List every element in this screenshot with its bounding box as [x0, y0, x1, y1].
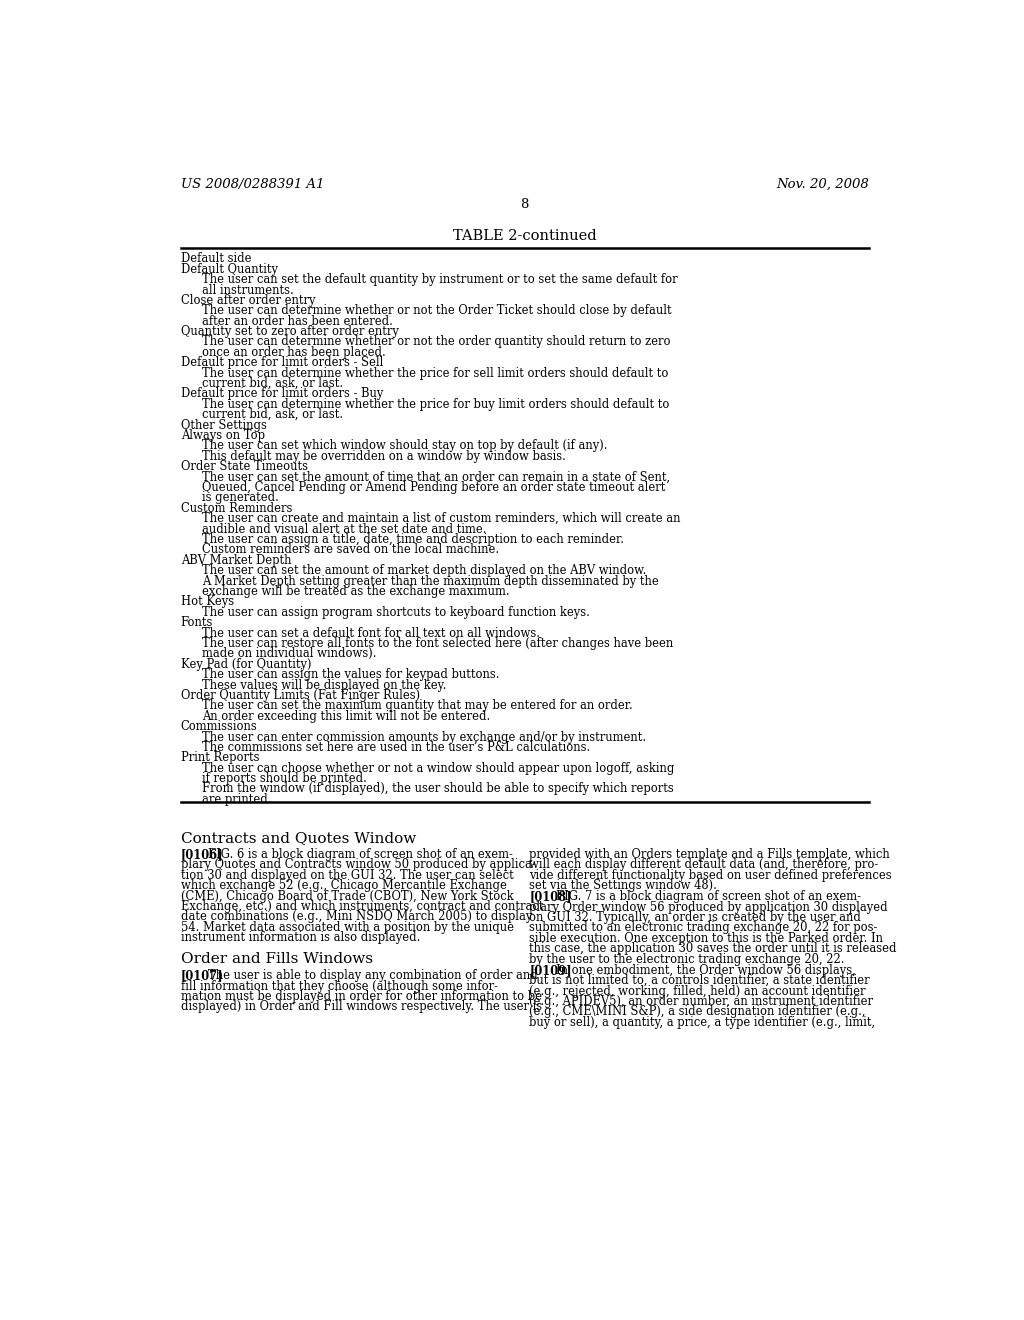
Text: plary Order window 56 produced by application 30 displayed: plary Order window 56 produced by applic… [529, 900, 888, 913]
Text: TABLE 2-continued: TABLE 2-continued [453, 230, 597, 243]
Text: An order exceeding this limit will not be entered.: An order exceeding this limit will not b… [202, 710, 489, 723]
Text: exchange will be treated as the exchange maximum.: exchange will be treated as the exchange… [202, 585, 509, 598]
Text: instrument information is also displayed.: instrument information is also displayed… [180, 931, 420, 944]
Text: are printed.: are printed. [202, 793, 271, 807]
Text: Default price for limit orders - Sell: Default price for limit orders - Sell [180, 356, 383, 370]
Text: after an order has been entered.: after an order has been entered. [202, 314, 392, 327]
Text: Order and Fills Windows: Order and Fills Windows [180, 952, 373, 966]
Text: The user can restore all fonts to the font selected here (after changes have bee: The user can restore all fonts to the fo… [202, 638, 673, 649]
Text: The user can assign a title, date, time and description to each reminder.: The user can assign a title, date, time … [202, 533, 624, 546]
Text: set via the Settings window 48).: set via the Settings window 48). [529, 879, 718, 892]
Text: The user can choose whether or not a window should appear upon logoff, asking: The user can choose whether or not a win… [202, 762, 674, 775]
Text: Custom reminders are saved on the local machine.: Custom reminders are saved on the local … [202, 544, 499, 557]
Text: plary Quotes and Contracts window 50 produced by applica-: plary Quotes and Contracts window 50 pro… [180, 858, 536, 871]
Text: on GUI 32. Typically, an order is created by the user and: on GUI 32. Typically, an order is create… [529, 911, 861, 924]
Text: The user can set a default font for all text on all windows.: The user can set a default font for all … [202, 627, 540, 640]
Text: The user can set the maximum quantity that may be entered for an order.: The user can set the maximum quantity th… [202, 700, 633, 713]
Text: current bid, ask, or last.: current bid, ask, or last. [202, 378, 343, 391]
Text: if reports should be printed.: if reports should be printed. [202, 772, 367, 785]
Text: This default may be overridden on a window by window basis.: This default may be overridden on a wind… [202, 450, 565, 463]
Text: [0109]: [0109] [529, 964, 572, 977]
Text: Close after order entry: Close after order entry [180, 294, 315, 308]
Text: Custom Reminders: Custom Reminders [180, 502, 292, 515]
Text: fill information that they choose (although some infor-: fill information that they choose (altho… [180, 979, 498, 993]
Text: The user can determine whether the price for buy limit orders should default to: The user can determine whether the price… [202, 397, 669, 411]
Text: Key Pad (for Quantity): Key Pad (for Quantity) [180, 657, 311, 671]
Text: [0107]: [0107] [180, 969, 223, 982]
Text: Quantity set to zero after order entry: Quantity set to zero after order entry [180, 325, 398, 338]
Text: but is not limited to, a controls identifier, a state identifier: but is not limited to, a controls identi… [529, 974, 870, 987]
Text: made on individual windows).: made on individual windows). [202, 647, 376, 660]
Text: by the user to the electronic trading exchange 20, 22.: by the user to the electronic trading ex… [529, 953, 845, 966]
Text: The commissions set here are used in the user’s P&L calculations.: The commissions set here are used in the… [202, 741, 590, 754]
Text: date combinations (e.g., Mini NSDQ March 2005) to display: date combinations (e.g., Mini NSDQ March… [180, 911, 532, 923]
Text: The user is able to display any combination of order and: The user is able to display any combinat… [208, 969, 538, 982]
Text: Contracts and Quotes Window: Contracts and Quotes Window [180, 832, 416, 845]
Text: Hot Keys: Hot Keys [180, 595, 233, 609]
Text: Order Quantity Limits (Fat Finger Rules): Order Quantity Limits (Fat Finger Rules) [180, 689, 420, 702]
Text: provided with an Orders template and a Fills template, which: provided with an Orders template and a F… [529, 847, 890, 861]
Text: (e.g., APIDEV5), an order number, an instrument identifier: (e.g., APIDEV5), an order number, an ins… [529, 995, 873, 1008]
Text: FIG. 7 is a block diagram of screen shot of an exem-: FIG. 7 is a block diagram of screen shot… [556, 890, 861, 903]
Text: Commissions: Commissions [180, 721, 257, 733]
Text: In one embodiment, the Order window 56 displays,: In one embodiment, the Order window 56 d… [556, 964, 856, 977]
Text: Other Settings: Other Settings [180, 418, 266, 432]
Text: 54. Market data associated with a position by the unique: 54. Market data associated with a positi… [180, 921, 514, 933]
Text: FIG. 6 is a block diagram of screen shot of an exem-: FIG. 6 is a block diagram of screen shot… [208, 847, 513, 861]
Text: The user can set the default quantity by instrument or to set the same default f: The user can set the default quantity by… [202, 273, 677, 286]
Text: will each display different default data (and, therefore, pro-: will each display different default data… [529, 858, 879, 871]
Text: Nov. 20, 2008: Nov. 20, 2008 [776, 178, 869, 190]
Text: [0106]: [0106] [180, 847, 223, 861]
Text: The user can enter commission amounts by exchange and/or by instrument.: The user can enter commission amounts by… [202, 730, 646, 743]
Text: 8: 8 [520, 198, 529, 211]
Text: Fonts: Fonts [180, 616, 213, 630]
Text: audible and visual alert at the set date and time.: audible and visual alert at the set date… [202, 523, 486, 536]
Text: this case, the application 30 saves the order until it is released: this case, the application 30 saves the … [529, 942, 897, 956]
Text: (CME), Chicago Board of Trade (CBOT), New York Stock: (CME), Chicago Board of Trade (CBOT), Ne… [180, 890, 513, 903]
Text: The user can determine whether or not the Order Ticket should close by default: The user can determine whether or not th… [202, 305, 672, 317]
Text: submitted to an electronic trading exchange 20, 22 for pos-: submitted to an electronic trading excha… [529, 921, 878, 935]
Text: The user can assign program shortcuts to keyboard function keys.: The user can assign program shortcuts to… [202, 606, 590, 619]
Text: is generated.: is generated. [202, 491, 279, 504]
Text: The user can set which window should stay on top by default (if any).: The user can set which window should sta… [202, 440, 607, 453]
Text: buy or sell), a quantity, a price, a type identifier (e.g., limit,: buy or sell), a quantity, a price, a typ… [529, 1016, 876, 1028]
Text: mation must be displayed in order for other information to be: mation must be displayed in order for ot… [180, 990, 542, 1003]
Text: vide different functionality based on user defined preferences: vide different functionality based on us… [529, 869, 892, 882]
Text: From the window (if displayed), the user should be able to specify which reports: From the window (if displayed), the user… [202, 783, 674, 796]
Text: A Market Depth setting greater than the maximum depth disseminated by the: A Market Depth setting greater than the … [202, 574, 658, 587]
Text: Default Quantity: Default Quantity [180, 263, 278, 276]
Text: Always on Top: Always on Top [180, 429, 264, 442]
Text: current bid, ask, or last.: current bid, ask, or last. [202, 408, 343, 421]
Text: Print Reports: Print Reports [180, 751, 259, 764]
Text: all instruments.: all instruments. [202, 284, 293, 297]
Text: Order State Timeouts: Order State Timeouts [180, 461, 307, 474]
Text: Exchange, etc.) and which instruments, contract and contract: Exchange, etc.) and which instruments, c… [180, 900, 543, 913]
Text: (e.g., rejected, working, filled, held) an account identifier: (e.g., rejected, working, filled, held) … [529, 985, 866, 998]
Text: The user can set the amount of time that an order can remain in a state of Sent,: The user can set the amount of time that… [202, 471, 670, 483]
Text: which exchange 52 (e.g., Chicago Mercantile Exchange: which exchange 52 (e.g., Chicago Mercant… [180, 879, 507, 892]
Text: The user can determine whether the price for sell limit orders should default to: The user can determine whether the price… [202, 367, 668, 380]
Text: These values will be displayed on the key.: These values will be displayed on the ke… [202, 678, 446, 692]
Text: sible execution. One exception to this is the Parked order. In: sible execution. One exception to this i… [529, 932, 884, 945]
Text: (e.g., CME\MINI S&P), a side designation identifier (e.g.,: (e.g., CME\MINI S&P), a side designation… [529, 1006, 866, 1019]
Text: Queued, Cancel Pending or Amend Pending before an order state timeout alert: Queued, Cancel Pending or Amend Pending … [202, 480, 665, 494]
Text: [0108]: [0108] [529, 890, 572, 903]
Text: once an order has been placed.: once an order has been placed. [202, 346, 385, 359]
Text: Default side: Default side [180, 252, 251, 265]
Text: displayed) in Order and Fill windows respectively. The user is: displayed) in Order and Fill windows res… [180, 1001, 542, 1014]
Text: tion 30 and displayed on the GUI 32. The user can select: tion 30 and displayed on the GUI 32. The… [180, 869, 513, 882]
Text: ABV Market Depth: ABV Market Depth [180, 554, 291, 566]
Text: The user can create and maintain a list of custom reminders, which will create a: The user can create and maintain a list … [202, 512, 680, 525]
Text: Default price for limit orders - Buy: Default price for limit orders - Buy [180, 388, 383, 400]
Text: The user can set the amount of market depth displayed on the ABV window.: The user can set the amount of market de… [202, 564, 646, 577]
Text: US 2008/0288391 A1: US 2008/0288391 A1 [180, 178, 324, 190]
Text: The user can assign the values for keypad buttons.: The user can assign the values for keypa… [202, 668, 499, 681]
Text: The user can determine whether or not the order quantity should return to zero: The user can determine whether or not th… [202, 335, 670, 348]
